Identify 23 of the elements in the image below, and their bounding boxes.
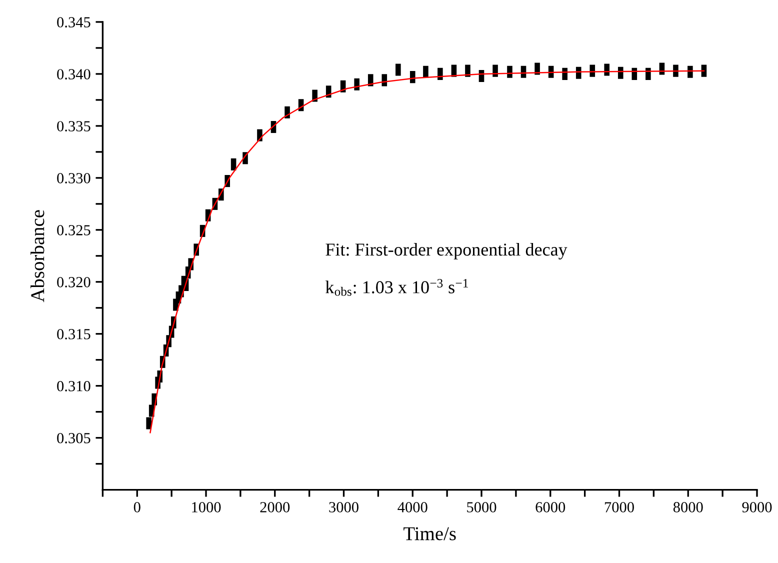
- x-tick-label: 8000: [673, 502, 703, 512]
- annotation: k$_{obs}$: 1.03 x 10$^{−3}$ s$^{−1}$: [326, 279, 468, 296]
- annotation: Fit: First-order exponential decay: [326, 242, 568, 260]
- y-tick-label: 0.335: [57, 121, 90, 132]
- y-tick-label: 0.305: [57, 432, 90, 444]
- x-tick-label: 9000: [742, 502, 772, 512]
- x-axis-title: Time/s: [404, 527, 456, 540]
- x-tick-label: 1000: [192, 502, 221, 512]
- y-tick-label: 0.330: [57, 173, 90, 184]
- y-tick-label: 0.340: [57, 69, 90, 80]
- x-tick-label: 7000: [604, 502, 634, 512]
- x-tick-label: 6000: [536, 502, 566, 512]
- y-tick-label: 0.310: [57, 380, 90, 392]
- x-tick-label: 4000: [398, 502, 428, 512]
- y-axis-title: Absorbance: [30, 210, 44, 302]
- y-tick-label: 0.325: [57, 225, 90, 236]
- y-tick-label: 0.315: [57, 329, 90, 340]
- x-tick-label: 3000: [329, 502, 358, 512]
- y-tick-label: 0.345: [57, 17, 90, 28]
- x-tick-label: 2000: [260, 502, 290, 512]
- x-tick-label: 5000: [467, 502, 496, 512]
- y-tick-label: 0.320: [57, 277, 90, 288]
- x-tick-label: 0: [134, 502, 140, 512]
